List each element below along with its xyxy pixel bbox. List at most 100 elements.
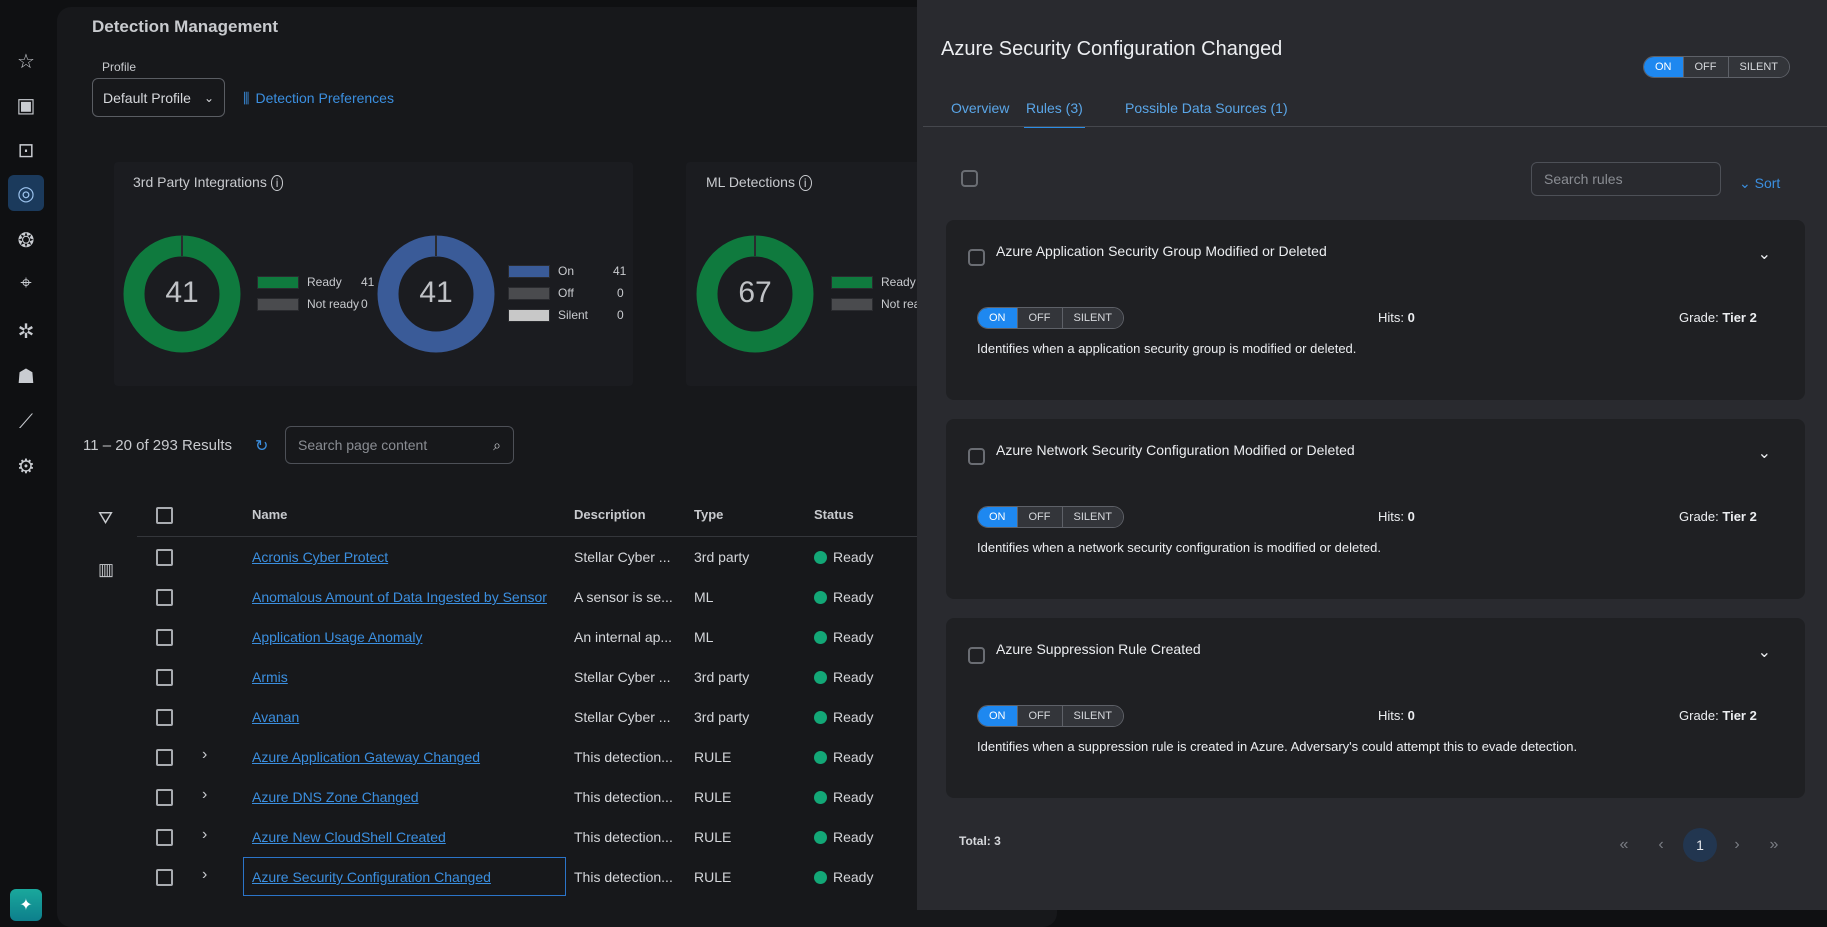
table-row[interactable]: › Azure Application Gateway Changed This d… [137,737,917,777]
toggle-on[interactable]: ON [1644,57,1683,77]
row-name-link[interactable]: Azure Security Configuration Changed [252,869,491,885]
row-checkbox[interactable] [156,789,173,806]
table-row[interactable]: Application Usage Anomaly An internal ap.… [137,617,917,657]
row-name-link[interactable]: Azure Application Gateway Changed [252,749,481,765]
header-description[interactable]: Description [574,507,646,522]
toggle-on[interactable]: ON [978,308,1017,328]
rule-state-toggle[interactable]: ON OFF SILENT [977,506,1125,528]
star-icon[interactable]: ☆ [17,50,35,73]
analytics-icon[interactable]: ⟋ [19,410,33,433]
table-row[interactable]: Anomalous Amount of Data Ingested by Sen… [137,577,917,617]
chevron-down-icon: ⌄ [1739,175,1755,191]
detection-radar-icon[interactable]: ◎ [8,175,44,211]
row-checkbox[interactable] [156,709,173,726]
rule-state-toggle[interactable]: ON OFF SILENT [977,307,1125,329]
expand-chevron-icon[interactable]: › [202,786,208,803]
tab-rules[interactable]: Rules (3) [1024,100,1085,128]
expand-chevron-icon[interactable]: › [202,746,208,763]
toggle-off[interactable]: OFF [1016,706,1062,726]
header-name[interactable]: Name [252,507,288,522]
table-row[interactable]: Avanan Stellar Cyber ... 3rd party Ready [137,697,917,737]
expand-chevron-down-icon[interactable]: ⌄ [1757,246,1771,263]
briefcase-icon[interactable]: ⊡ [17,139,35,162]
table-row[interactable]: › Azure Security Configuration Changed Thi… [137,857,917,897]
rule-checkbox[interactable] [968,448,985,465]
current-page-button[interactable]: 1 [1683,828,1717,862]
table-row[interactable]: Acronis Cyber Protect Stellar Cyber ... 3r… [137,537,917,577]
toggle-off[interactable]: OFF [1016,308,1062,328]
first-page-button[interactable]: « [1619,836,1629,853]
sidebar: ☆ ▣ ⊡ ◎ ❂ ⌖ ✲ ☗ ⟋ ⚙ ✦ [0,0,56,921]
select-all-checkbox[interactable] [156,507,173,524]
row-name-link[interactable]: Application Usage Anomaly [252,629,423,645]
row-name-link[interactable]: Anomalous Amount of Data Ingested by Sen… [252,589,547,605]
columns-icon[interactable]: ▥ [98,560,115,579]
search-page-input[interactable]: Search page content ⌕ [285,426,514,464]
table-row[interactable]: Armis Stellar Cyber ... 3rd party Ready [137,657,917,697]
dashboard-card-icon[interactable]: ▣ [16,94,36,117]
table-row[interactable]: › Azure New CloudShell Created This detect… [137,817,917,857]
row-checkbox[interactable] [156,549,173,566]
legend-value: 41 [361,275,375,289]
row-description: An internal ap... [574,629,673,645]
toggle-off[interactable]: OFF [1016,507,1062,527]
rule-checkbox[interactable] [968,647,985,664]
row-name-link[interactable]: Acronis Cyber Protect [252,549,389,565]
toggle-silent[interactable]: SILENT [1727,57,1790,77]
row-name-link[interactable]: Avanan [252,709,300,725]
row-status: Ready [814,549,873,565]
info-icon[interactable]: i [270,175,284,191]
row-type: RULE [694,789,732,805]
toggle-silent[interactable]: SILENT [1061,308,1124,328]
row-checkbox[interactable] [156,669,173,686]
toggle-on[interactable]: ON [978,706,1017,726]
next-page-button[interactable]: › [1734,836,1740,853]
tab-data-sources[interactable]: Possible Data Sources (1) [1125,100,1288,116]
rule-checkbox[interactable] [968,249,985,266]
row-name-link[interactable]: Azure New CloudShell Created [252,829,446,845]
crosshair-icon[interactable]: ⌖ [20,271,32,294]
search-rules-placeholder: Search rules [1544,171,1623,187]
toggle-silent[interactable]: SILENT [1061,706,1124,726]
legend-swatch [508,286,550,300]
status-dot-icon [814,871,827,884]
expand-chevron-icon[interactable]: › [202,866,208,883]
row-name-link[interactable]: Armis [252,669,288,685]
row-checkbox[interactable] [156,829,173,846]
table-row[interactable]: › Azure DNS Zone Changed This detection...… [137,777,917,817]
brain-icon[interactable]: ❂ [17,229,35,252]
row-description: Stellar Cyber ... [574,669,671,685]
expand-chevron-down-icon[interactable]: ⌄ [1757,445,1771,462]
legend-not-ready: Not ready 0 [257,297,368,311]
last-page-button[interactable]: » [1769,836,1779,853]
info-icon[interactable]: i [798,175,812,191]
profile-select[interactable]: Default Profile ⌄ [92,78,225,117]
toggle-on[interactable]: ON [978,507,1017,527]
header-type[interactable]: Type [694,507,724,522]
toggle-off[interactable]: OFF [1682,57,1728,77]
filter-icon[interactable]: ⛛ [98,508,114,528]
panel-state-toggle[interactable]: ON OFF SILENT [1643,56,1791,78]
tab-overview[interactable]: Overview [951,100,1010,116]
expand-chevron-down-icon[interactable]: ⌄ [1757,644,1771,661]
ai-assistant-button[interactable]: ✦ [10,889,42,921]
row-type: RULE [694,749,732,765]
gear-icon[interactable]: ⚙ [17,455,35,478]
toggle-silent[interactable]: SILENT [1061,507,1124,527]
select-all-rules-checkbox[interactable] [961,170,978,187]
robot-icon[interactable]: ☗ [17,365,35,388]
row-name-link[interactable]: Azure DNS Zone Changed [252,789,419,805]
row-checkbox[interactable] [156,589,173,606]
prev-page-button[interactable]: ‹ [1658,836,1664,853]
refresh-icon[interactable]: ↻ [255,438,269,455]
row-checkbox[interactable] [156,749,173,766]
rule-state-toggle[interactable]: ON OFF SILENT [977,705,1125,727]
sort-button[interactable]: ⌄ Sort [1739,175,1780,192]
header-status[interactable]: Status [814,507,854,522]
network-icon[interactable]: ✲ [17,320,35,343]
row-checkbox[interactable] [156,629,173,646]
row-checkbox[interactable] [156,869,173,886]
detection-preferences-link[interactable]: ⫼ Detection Preferences [243,90,394,107]
search-rules-input[interactable]: Search rules [1531,162,1721,196]
expand-chevron-icon[interactable]: › [202,826,208,843]
